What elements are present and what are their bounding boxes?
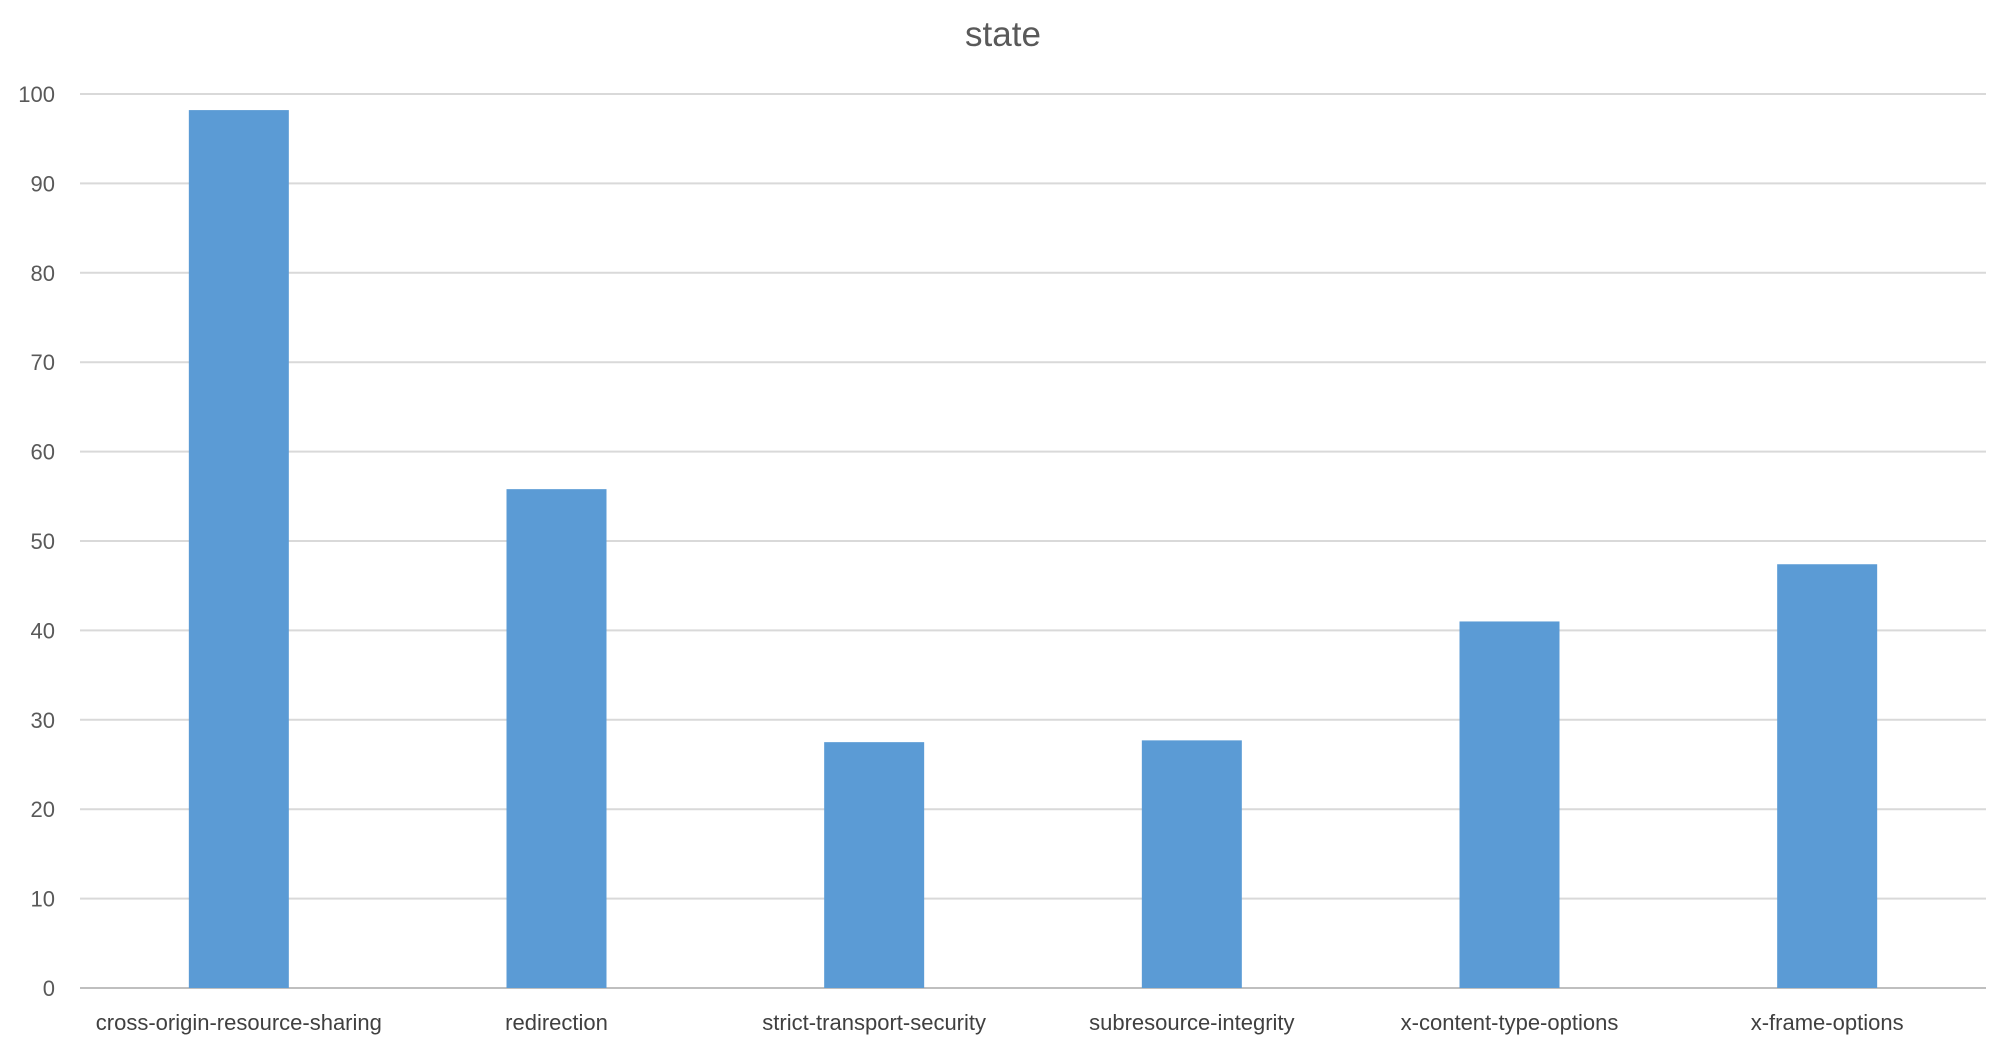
- bar-x-content-type-options: [1459, 621, 1560, 988]
- y-tick-label: 40: [31, 618, 55, 643]
- y-tick-label: 60: [31, 440, 55, 465]
- bar-redirection: [506, 489, 607, 988]
- bars: [188, 110, 1878, 989]
- x-tick-label: x-content-type-options: [1401, 1010, 1619, 1035]
- y-axis-tick-labels: 0 10 20 30 40 50 60 70 80 90 100: [18, 82, 55, 1001]
- x-axis-tick-labels: cross-origin-resource-sharing redirection…: [96, 1010, 1904, 1035]
- x-tick-label: subresource-integrity: [1089, 1010, 1294, 1035]
- y-tick-label: 0: [43, 976, 55, 1001]
- y-tick-label: 10: [31, 887, 55, 912]
- x-tick-label: redirection: [505, 1010, 608, 1035]
- bar-subresource-integrity: [1141, 740, 1242, 988]
- y-tick-label: 100: [18, 82, 55, 107]
- y-tick-label: 90: [31, 171, 55, 196]
- y-tick-label: 30: [31, 708, 55, 733]
- gridlines: [80, 93, 1986, 989]
- bar-cross-origin-resource-sharing: [188, 110, 289, 989]
- chart-title: state: [965, 15, 1041, 54]
- y-tick-label: 80: [31, 261, 55, 286]
- x-tick-label: strict-transport-security: [762, 1010, 986, 1035]
- y-tick-label: 20: [31, 797, 55, 822]
- x-tick-label: cross-origin-resource-sharing: [96, 1010, 382, 1035]
- bar-strict-transport-security: [824, 742, 925, 988]
- x-tick-label: x-frame-options: [1751, 1010, 1904, 1035]
- y-tick-label: 70: [31, 350, 55, 375]
- bar-x-frame-options: [1777, 564, 1878, 988]
- y-tick-label: 50: [31, 529, 55, 554]
